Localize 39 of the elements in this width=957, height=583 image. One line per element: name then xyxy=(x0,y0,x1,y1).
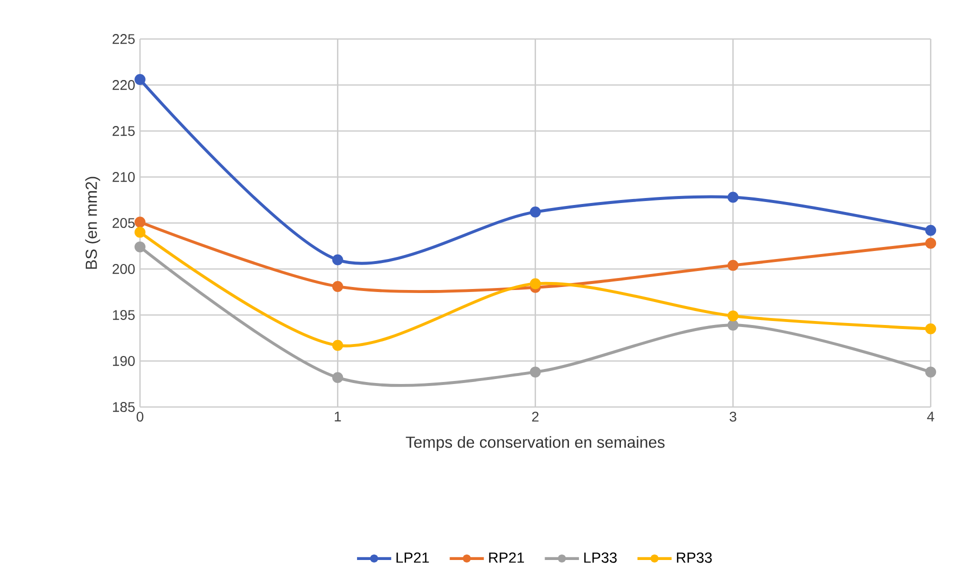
y-tick-label: 195 xyxy=(113,310,135,320)
point xyxy=(925,224,936,236)
y-tick-label: 205 xyxy=(112,218,135,228)
x-tick-label: 3 xyxy=(730,412,736,422)
y-axis-title: BS (en mm2) xyxy=(85,176,100,269)
y-tick-label: 210 xyxy=(112,172,135,182)
x-tick-label: 2 xyxy=(532,412,539,422)
x-tick-label: 1 xyxy=(334,412,341,422)
point xyxy=(530,206,541,218)
point xyxy=(332,372,344,384)
y-tick-label: 220 xyxy=(112,80,135,90)
x-tick-label: 0 xyxy=(136,412,144,422)
point xyxy=(728,260,738,271)
y-tick-label: 215 xyxy=(112,126,135,136)
legend-label: LP33 xyxy=(584,552,617,563)
point xyxy=(925,323,936,334)
point xyxy=(728,320,738,331)
point xyxy=(134,74,146,85)
point xyxy=(728,192,738,203)
point xyxy=(134,241,146,252)
legend-label: LP21 xyxy=(396,552,429,563)
point xyxy=(530,366,541,378)
y-tick-label: 185 xyxy=(113,402,135,412)
y-tick-label: 200 xyxy=(112,264,135,274)
point xyxy=(332,340,344,351)
point xyxy=(332,281,344,292)
legend-label: RP33 xyxy=(676,552,712,563)
point xyxy=(134,216,146,228)
point xyxy=(925,238,936,249)
point xyxy=(530,278,541,290)
y-tick-label: 190 xyxy=(113,356,135,366)
point xyxy=(925,366,936,378)
point xyxy=(332,254,344,266)
point xyxy=(728,310,738,322)
legend-label: RP21 xyxy=(489,552,524,563)
y-tick-label: 225 xyxy=(112,34,135,44)
x-axis-title: Temps de conservation en semaines xyxy=(406,436,665,452)
point xyxy=(134,226,146,238)
x-tick-label: 4 xyxy=(927,412,934,422)
